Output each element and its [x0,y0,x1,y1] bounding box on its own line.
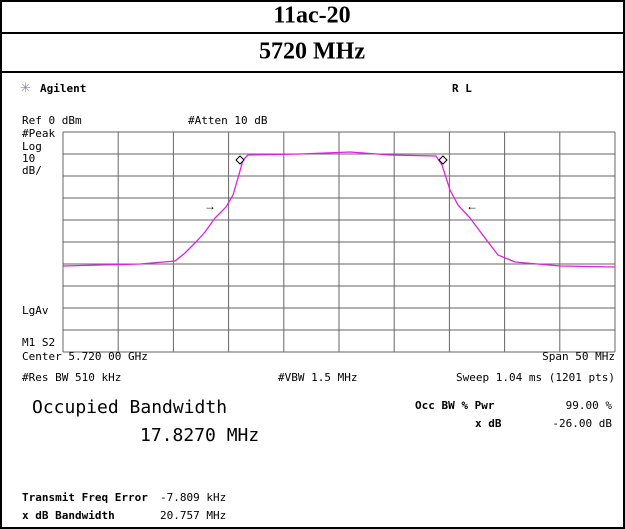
label: dB/ [22,164,42,177]
xdb-value: -26.00 dB [552,417,612,430]
xdb-label: x dB [475,417,502,430]
label: #Peak [22,127,55,140]
subtitle: 5720 MHz [259,39,365,65]
sweep: Sweep 1.04 ms (1201 pts) [456,371,615,384]
trace [62,151,616,268]
span: Span 50 MHz [542,350,615,363]
occ-value: 17.8270 MHz [140,425,259,446]
status: R L [452,82,472,95]
ref: Ref 0 dBm [22,114,82,127]
tfe-label: Transmit Freq Error [22,491,148,504]
vbw: #VBW 1.5 MHz [278,371,357,384]
arrow: → [204,199,216,213]
xbw-value: 20.757 MHz [160,509,226,522]
label: LgAv [22,304,49,317]
pwr-label: Occ BW % Pwr [415,399,495,412]
grid [62,131,616,353]
label: M1 S2 [22,336,55,349]
label: 10 [22,152,35,165]
rbw: #Res BW 510 kHz [22,371,121,384]
marker-diamonds [235,155,448,165]
logo-icon: ✳ [20,80,31,95]
brand: Agilent [40,82,86,95]
pwr-value: 99.00 % [566,399,613,412]
label: Log [22,140,42,153]
occ-title: Occupied Bandwidth [32,397,227,418]
atten: #Atten 10 dB [188,114,268,127]
tfe-value: -7.809 kHz [160,491,226,504]
arrow: ← [466,199,478,213]
title: 11ac-20 [273,3,350,29]
center: Center 5.720 00 GHz [22,350,148,363]
xbw-label: x dB Bandwidth [22,509,115,522]
